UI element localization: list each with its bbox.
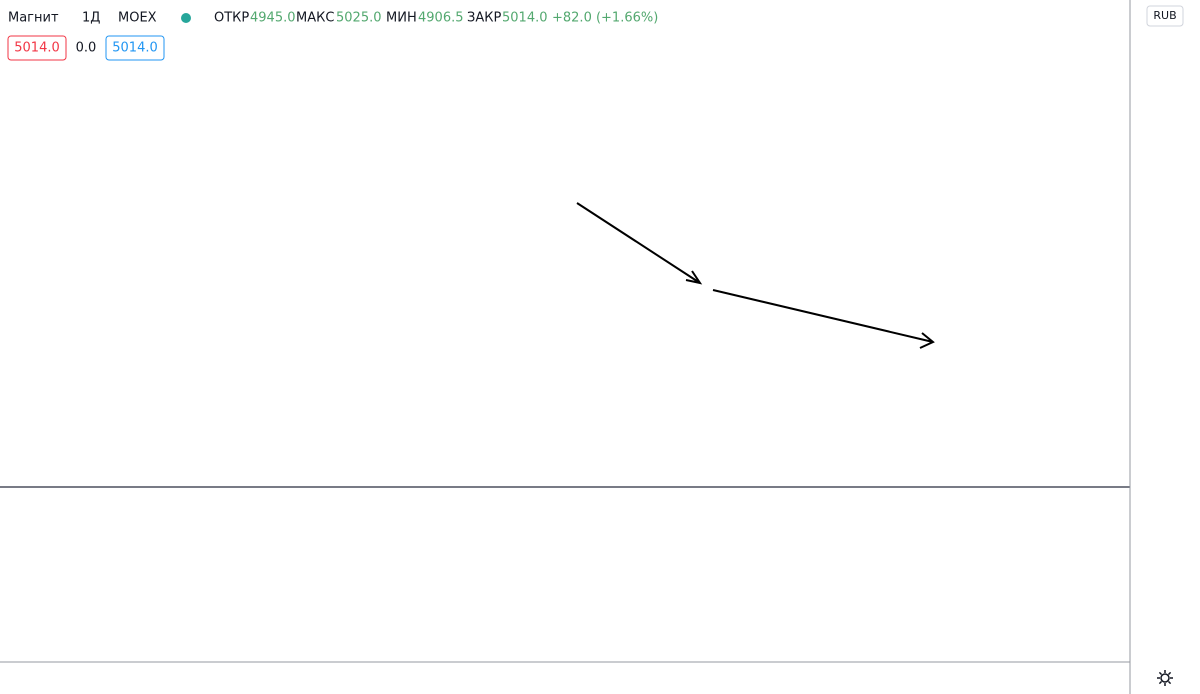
arrow: [576, 202, 703, 285]
close-label: ЗАКР: [467, 11, 501, 26]
currency: RUB: [1153, 9, 1176, 22]
symbol: Магнит: [8, 11, 59, 26]
low-label: МИН: [386, 11, 417, 26]
status-dot: [181, 13, 191, 23]
bid-box[interactable]: [7, 35, 67, 61]
open-label: ОТКР: [214, 11, 249, 26]
bid: 5014.0: [14, 41, 60, 56]
close: 5014.0: [502, 11, 548, 26]
settings-icon-part: [1160, 673, 1170, 683]
low: 4906.5: [418, 11, 464, 26]
settings-icon-part: [1157, 670, 1173, 686]
open: 4945.0: [250, 11, 296, 26]
arrows: [576, 202, 935, 349]
change: +82.0 (+1.66%): [552, 11, 658, 26]
ask: 5014.0: [112, 41, 158, 56]
arrow: [712, 289, 935, 349]
high-label: МАКС: [296, 11, 334, 26]
interval: 1Д: [82, 11, 100, 26]
high: 5025.0: [336, 11, 382, 26]
header-bg: [0, 2, 660, 32]
header: Магнит 1Д MOEX ОТКР 4945.0 МАКС 5025.0 М…: [0, 2, 1184, 61]
settings-icon[interactable]: [1157, 670, 1173, 686]
ask-box[interactable]: [105, 35, 165, 61]
spread: 0.0: [76, 41, 97, 56]
exchange: MOEX: [118, 11, 157, 26]
currency-box[interactable]: [1146, 5, 1184, 27]
